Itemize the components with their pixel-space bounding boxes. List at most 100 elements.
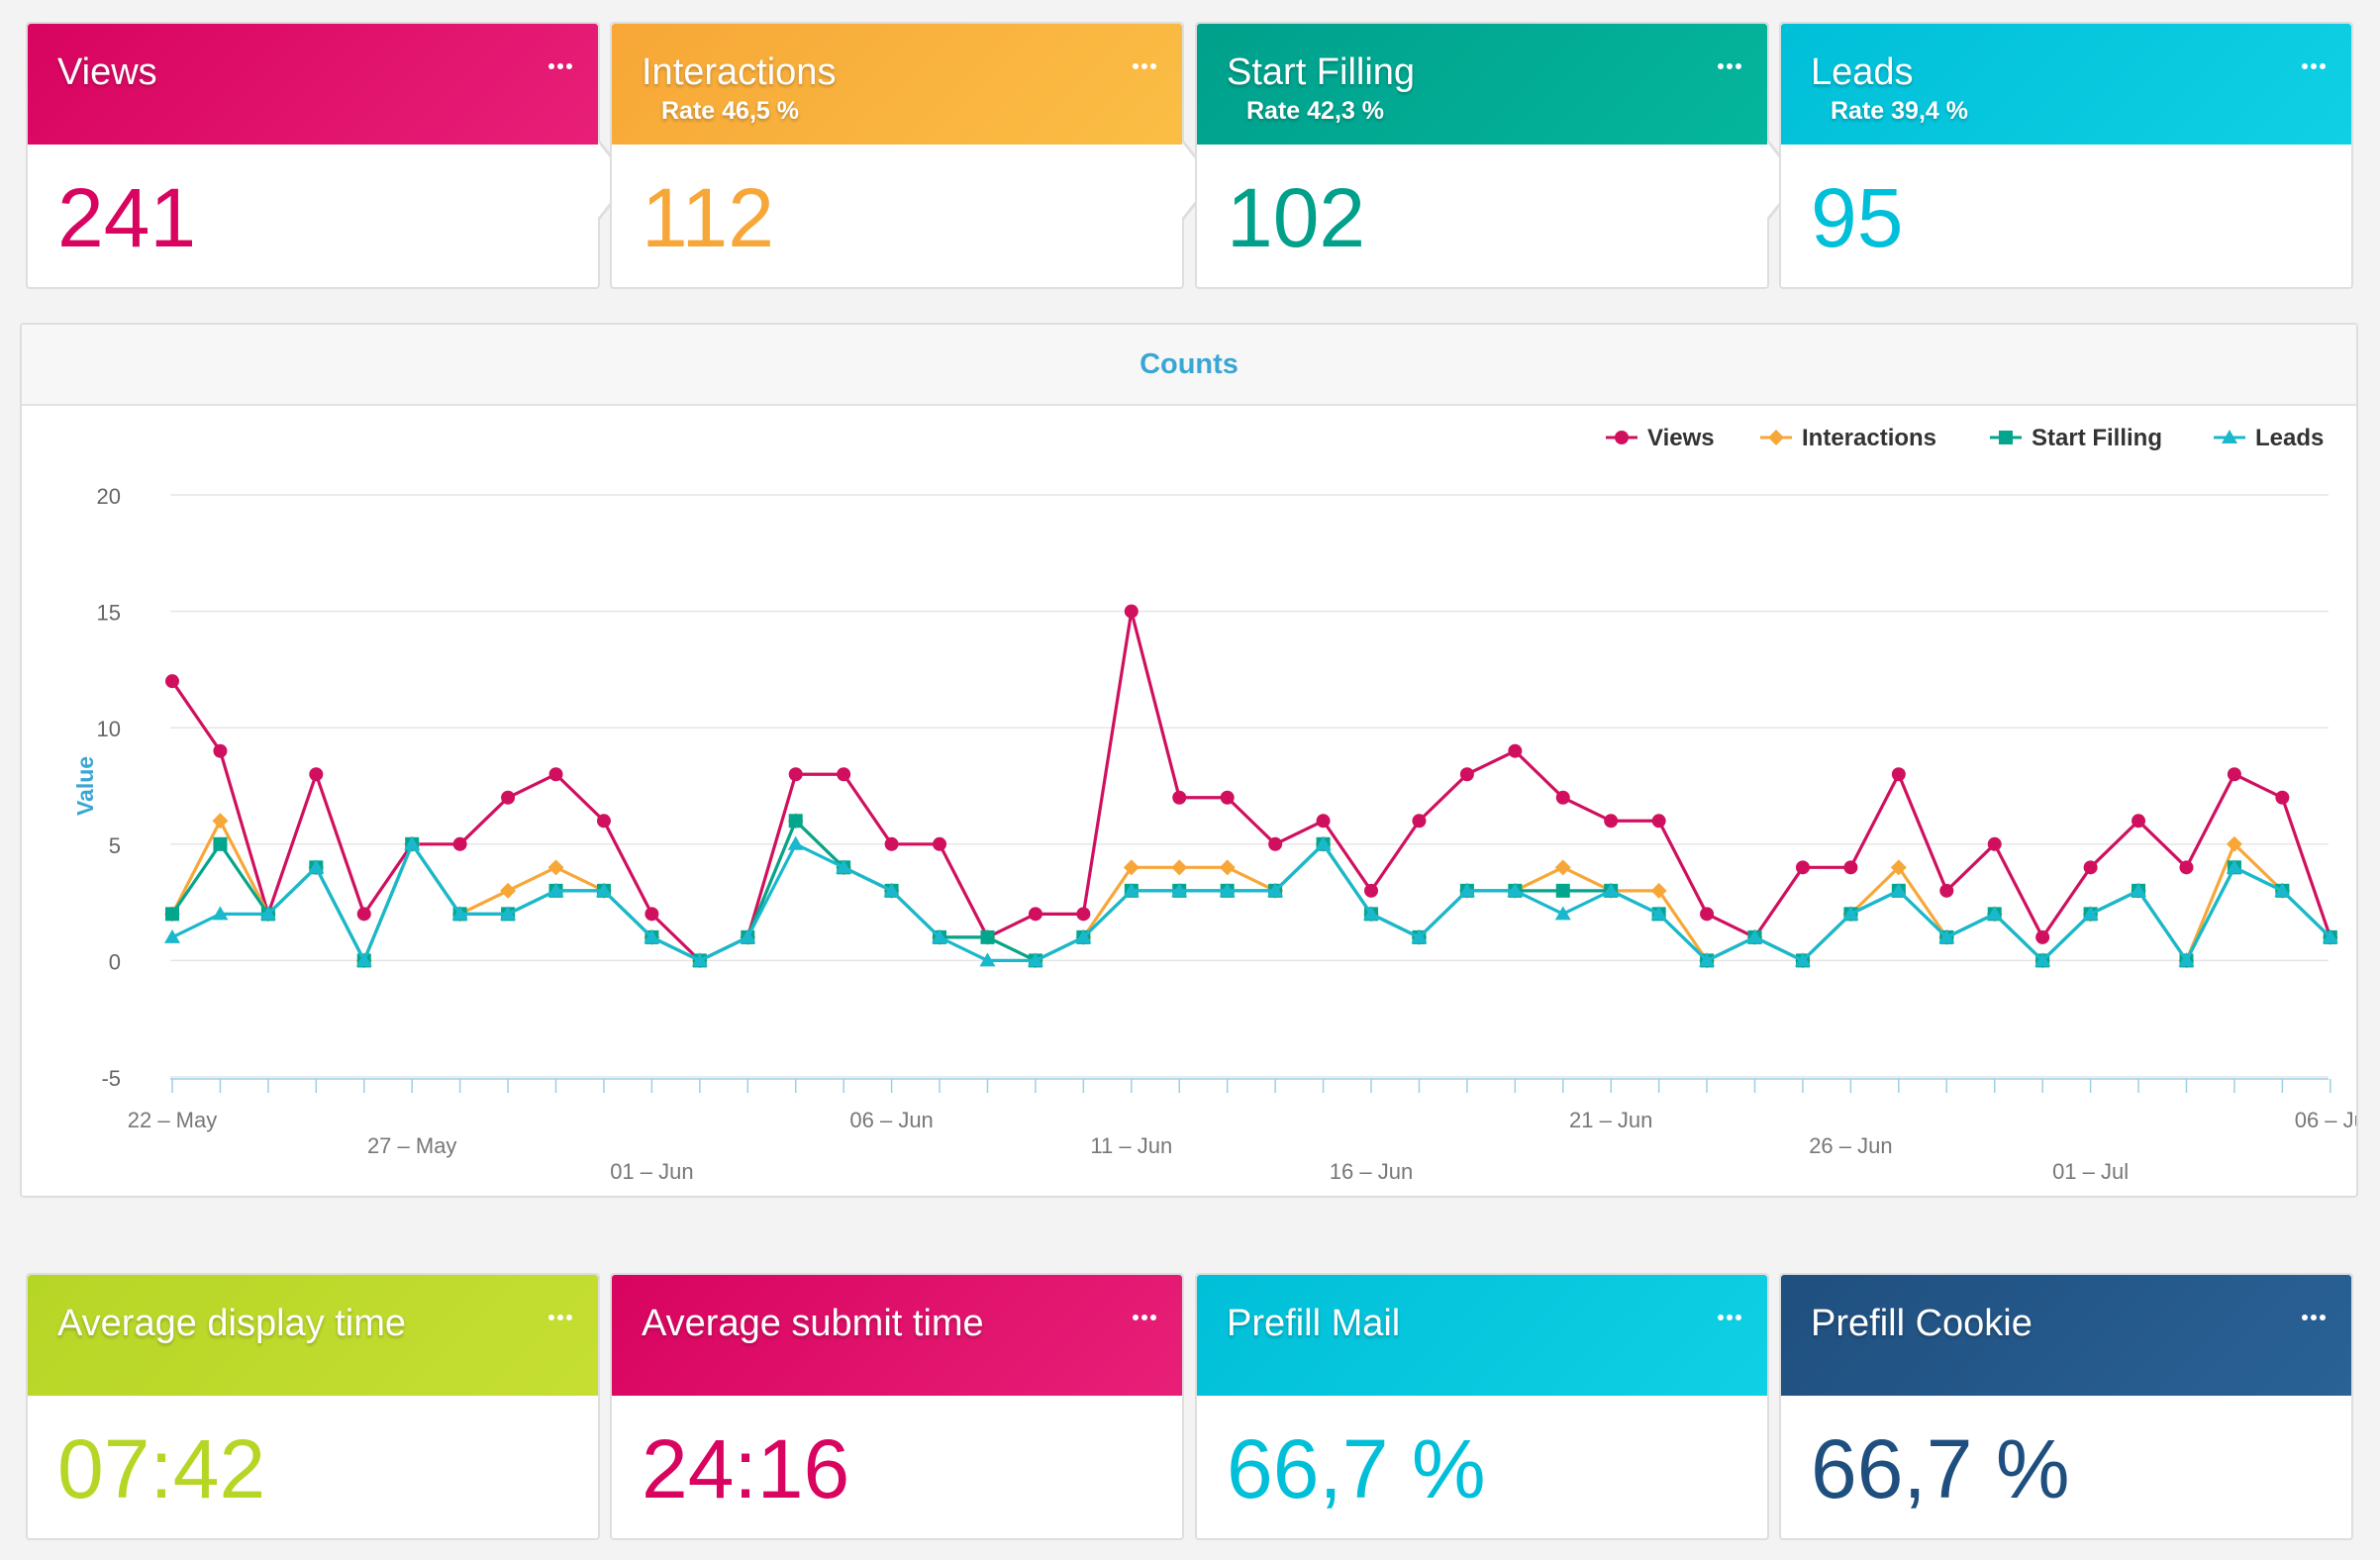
more-options-icon[interactable] bbox=[2302, 63, 2326, 71]
data-point-views bbox=[884, 836, 899, 851]
data-point-leads bbox=[547, 882, 564, 897]
average-display-time-card: Average display time 07:42 bbox=[26, 1273, 600, 1540]
data-point-views bbox=[1316, 814, 1331, 829]
y-axis-label: Value bbox=[72, 756, 98, 816]
data-point-views bbox=[2227, 767, 2241, 782]
data-point-leads bbox=[1219, 882, 1236, 897]
data-point-interactions bbox=[2226, 835, 2242, 852]
menu-dot bbox=[1718, 63, 1724, 69]
menu-dot bbox=[1133, 1315, 1139, 1320]
menu-dot bbox=[548, 1315, 554, 1320]
card-title: Average display time bbox=[57, 1303, 407, 1344]
data-point-leads bbox=[836, 859, 852, 874]
data-point-views bbox=[165, 674, 179, 689]
more-options-icon[interactable] bbox=[1718, 1315, 1741, 1322]
y-tick-label: 10 bbox=[97, 717, 121, 741]
card-value: 66,7 % bbox=[1227, 1422, 1486, 1515]
series-line-views bbox=[170, 610, 2332, 963]
legend-label-views: Views bbox=[1647, 425, 1715, 451]
data-point-views bbox=[2275, 790, 2290, 805]
data-point-views bbox=[596, 814, 611, 829]
menu-dot bbox=[2302, 63, 2308, 69]
more-options-icon[interactable] bbox=[1133, 63, 1156, 71]
card-header: Leads Rate 39,4 % bbox=[1781, 24, 2351, 145]
data-point-interactions bbox=[1219, 859, 1236, 876]
data-point-leads bbox=[355, 952, 372, 967]
menu-dot bbox=[1727, 63, 1733, 69]
data-point-views bbox=[1604, 814, 1619, 829]
data-point-views bbox=[309, 767, 324, 782]
data-point-leads bbox=[1507, 882, 1524, 897]
card-rate: Rate 46,5 % bbox=[661, 97, 799, 125]
x-tick-label: 22 – May bbox=[128, 1108, 218, 1132]
menu-dot bbox=[1133, 63, 1139, 69]
menu-dot bbox=[557, 63, 563, 69]
data-point-leads bbox=[1650, 906, 1667, 921]
legend-marker bbox=[1999, 431, 2013, 444]
data-point-leads bbox=[883, 882, 900, 897]
menu-dot bbox=[2311, 1315, 2317, 1320]
start-filling-card: Start Filling Rate 42,3 % 102 bbox=[1195, 22, 1769, 289]
card-title: Interactions bbox=[642, 51, 837, 93]
data-point-views bbox=[1843, 860, 1858, 875]
data-point-views bbox=[1268, 836, 1283, 851]
menu-dot bbox=[2320, 63, 2326, 69]
data-point-leads bbox=[500, 906, 517, 921]
data-point-views bbox=[2035, 929, 2050, 944]
interactions-card: Interactions Rate 46,5 % 112 bbox=[610, 22, 1184, 289]
x-tick-label: 21 – Jun bbox=[1569, 1108, 1652, 1132]
data-point-views bbox=[501, 790, 516, 805]
data-point-leads bbox=[1267, 882, 1284, 897]
menu-dot bbox=[1735, 1315, 1741, 1320]
data-point-leads bbox=[787, 835, 804, 850]
data-point-views bbox=[1555, 790, 1570, 805]
data-point-views bbox=[1987, 836, 2002, 851]
y-tick-label: 20 bbox=[97, 484, 121, 509]
more-options-icon[interactable] bbox=[1133, 1315, 1156, 1322]
views-card: Views 241 bbox=[26, 22, 600, 289]
data-point-views bbox=[2083, 860, 2098, 875]
card-title: Leads bbox=[1811, 51, 1914, 93]
menu-dot bbox=[1150, 1315, 1156, 1320]
leads-card: Leads Rate 39,4 % 95 bbox=[1779, 22, 2353, 289]
data-point-leads bbox=[1746, 928, 1763, 943]
data-point-leads bbox=[2082, 906, 2099, 921]
legend-label-interactions: Interactions bbox=[1802, 425, 1936, 451]
data-point-views bbox=[1891, 767, 1906, 782]
data-point-views bbox=[1508, 743, 1523, 758]
menu-dot bbox=[1718, 1315, 1724, 1320]
data-point-views bbox=[1364, 883, 1378, 898]
data-point-leads bbox=[1842, 906, 1859, 921]
more-options-icon[interactable] bbox=[1718, 63, 1741, 71]
data-point-leads bbox=[740, 928, 756, 943]
card-title: Views bbox=[57, 51, 157, 93]
data-point-views bbox=[452, 836, 467, 851]
data-point-leads bbox=[212, 906, 229, 921]
card-value: 241 bbox=[57, 171, 197, 264]
card-title: Average submit time bbox=[642, 1303, 984, 1344]
data-point-leads bbox=[1027, 952, 1043, 967]
data-point-start-filling bbox=[1555, 883, 1570, 898]
data-point-views bbox=[1412, 814, 1427, 829]
more-options-icon[interactable] bbox=[2302, 1315, 2326, 1322]
y-tick-label: 5 bbox=[109, 833, 121, 858]
data-point-views bbox=[2179, 860, 2194, 875]
data-point-interactions bbox=[212, 813, 229, 829]
menu-dot bbox=[1727, 1315, 1733, 1320]
data-point-leads bbox=[644, 928, 660, 943]
more-options-icon[interactable] bbox=[548, 63, 572, 71]
card-value: 102 bbox=[1227, 171, 1366, 264]
menu-dot bbox=[548, 63, 554, 69]
more-options-icon[interactable] bbox=[548, 1315, 572, 1322]
data-point-views bbox=[1076, 907, 1091, 922]
menu-dot bbox=[1141, 1315, 1147, 1320]
data-point-views bbox=[645, 907, 659, 922]
data-point-views bbox=[213, 743, 228, 758]
x-tick-label: 06 – Jun bbox=[849, 1108, 933, 1132]
series-line-leads bbox=[171, 842, 2331, 963]
data-point-start-filling bbox=[213, 836, 228, 851]
card-header: Views bbox=[28, 24, 598, 145]
data-point-leads bbox=[595, 882, 612, 897]
data-point-leads bbox=[2131, 882, 2147, 897]
data-point-leads bbox=[259, 906, 276, 921]
